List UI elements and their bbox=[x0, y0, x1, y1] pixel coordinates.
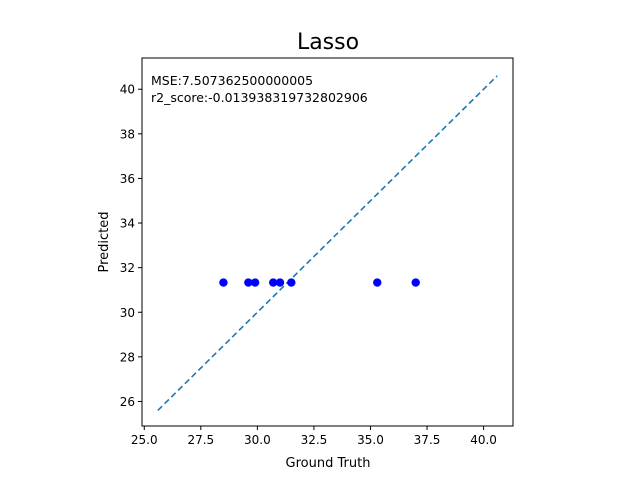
x-tick-label: 32.5 bbox=[301, 433, 328, 447]
plot-frame bbox=[141, 57, 514, 427]
data-point bbox=[275, 278, 285, 287]
x-tick-label: 37.5 bbox=[414, 433, 441, 447]
chart-title: Lasso bbox=[297, 30, 359, 55]
y-tick-label: 26 bbox=[120, 395, 135, 409]
plot-area bbox=[157, 75, 498, 411]
x-tick-label: 27.5 bbox=[187, 433, 214, 447]
y-tick-label: 40 bbox=[120, 83, 135, 97]
data-point bbox=[411, 278, 420, 287]
data-point bbox=[244, 278, 253, 287]
y-tick-label: 28 bbox=[120, 350, 135, 364]
x-tick-label: 25.0 bbox=[131, 433, 158, 447]
y-tick-label: 38 bbox=[120, 127, 135, 141]
data-point bbox=[373, 278, 382, 287]
data-point bbox=[287, 278, 296, 287]
x-tick-label: 30.0 bbox=[244, 433, 271, 447]
x-axis-label: Ground Truth bbox=[286, 456, 371, 471]
data-point bbox=[250, 278, 260, 287]
y-axis-label: Predicted bbox=[97, 211, 112, 272]
y-tick-label: 36 bbox=[120, 172, 135, 186]
annotation-mse: MSE:7.507362500000005 bbox=[151, 73, 313, 88]
data-point bbox=[219, 278, 228, 287]
data-point bbox=[269, 278, 278, 287]
annotation-r2: r2_score:-0.013938319732802906 bbox=[151, 90, 368, 105]
x-tick-label: 35.0 bbox=[357, 433, 384, 447]
x-tick-label: 40.0 bbox=[470, 433, 497, 447]
y-tick-label: 34 bbox=[120, 217, 135, 231]
y-tick-label: 32 bbox=[120, 261, 135, 275]
y-tick-label: 30 bbox=[120, 306, 135, 320]
reference-line bbox=[157, 75, 498, 411]
